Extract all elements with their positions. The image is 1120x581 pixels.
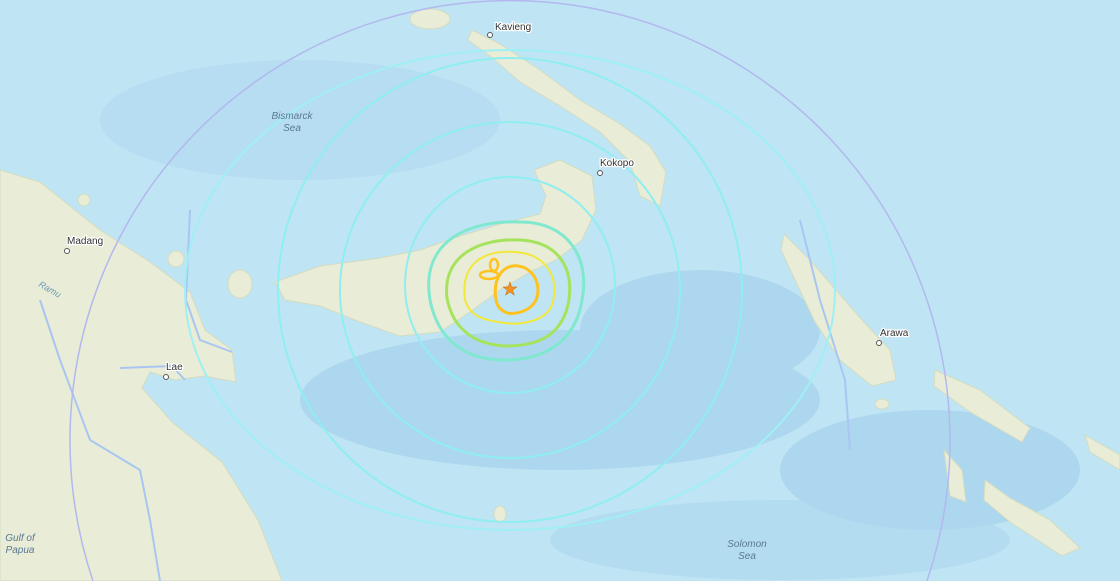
intensity-contours (69, 0, 951, 581)
label-solomon-sea: Solomon (727, 539, 767, 550)
small-island (77, 193, 91, 207)
label-solomon-sea-2: Sea (738, 551, 756, 562)
umboi-island (227, 269, 253, 299)
contour-5 (339, 121, 681, 459)
new-guinea-mainland (0, 169, 283, 581)
small-island (493, 505, 507, 523)
label-arawa: Arawa (880, 328, 909, 339)
contour-4 (277, 57, 743, 523)
contour-8 (445, 238, 572, 348)
karkar-island (167, 250, 185, 268)
solomon-island-3 (983, 479, 1081, 557)
label-bismarck-sea-2: Sea (283, 123, 301, 134)
solomon-island-1 (933, 369, 1031, 443)
label-kokopo: Kokopo (600, 158, 634, 169)
label-lae: Lae (166, 362, 183, 373)
contour-10-patch (488, 257, 500, 273)
contour-6 (404, 176, 616, 394)
contour-9 (463, 250, 556, 325)
city-markers (64, 32, 882, 380)
label-kavieng: Kavieng (495, 22, 531, 33)
bougainville-island (780, 232, 897, 387)
mussau-island (409, 8, 451, 30)
solomon-island-4 (1084, 433, 1120, 471)
contour-outer (184, 49, 836, 531)
small-island (874, 398, 890, 410)
contour-7 (427, 220, 586, 362)
contour-10-patch (478, 269, 500, 281)
contour-outermost (69, 0, 951, 581)
label-madang: Madang (67, 236, 103, 247)
label-gulf-of-papua-2: Papua (6, 545, 35, 556)
label-bismarck-sea: Bismarck (271, 111, 313, 122)
epicenter-star-icon[interactable]: ★ (502, 279, 519, 300)
contour-10 (493, 264, 540, 315)
new-ireland-island (467, 29, 667, 207)
label-gulf-of-papua: Gulf of (5, 533, 36, 544)
